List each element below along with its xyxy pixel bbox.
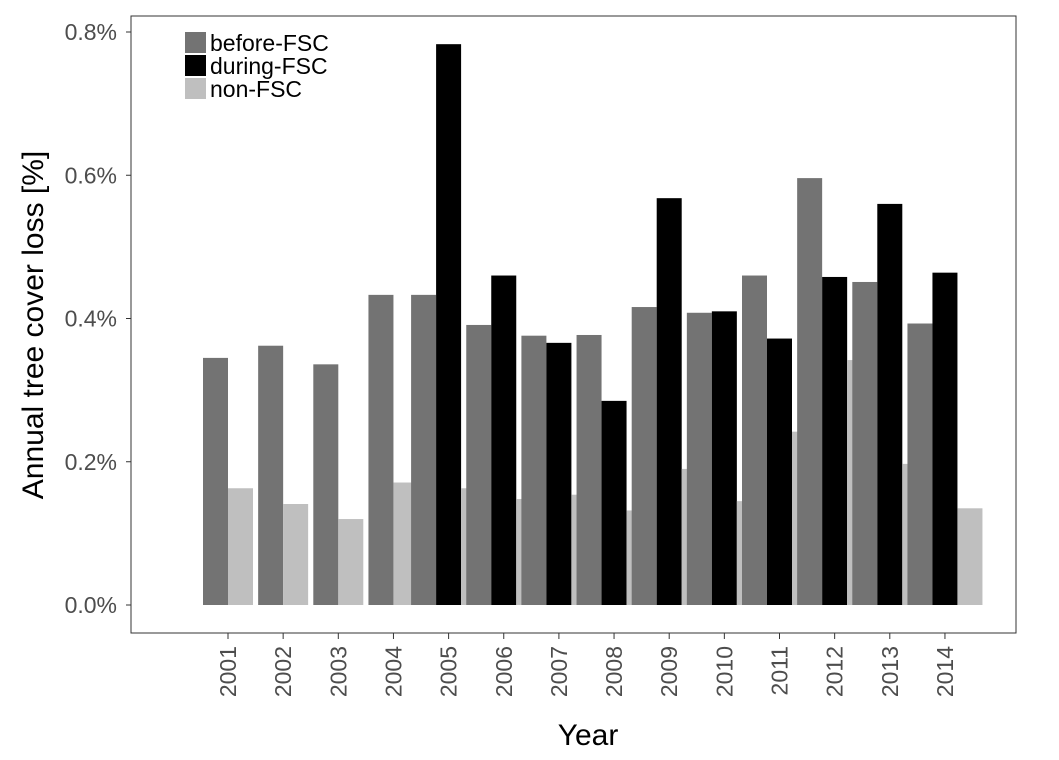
- bar-during-FSC-2008: [601, 400, 627, 605]
- bar-before-FSC-2013: [852, 281, 878, 605]
- x-tick-label: 2012: [822, 646, 848, 697]
- bar-before-FSC-2014: [907, 323, 933, 605]
- bar-before-FSC-2009: [631, 307, 657, 605]
- y-tick-label: 0.8%: [65, 19, 117, 45]
- legend-swatch-non-FSC: [185, 78, 206, 99]
- x-axis: 2001 2002 2003 2004 2005 2006 2007 2008 2009 2010…: [215, 633, 958, 697]
- bar-before-FSC-2003: [313, 364, 339, 605]
- bar-before-FSC-2006: [466, 324, 492, 605]
- bar-during-FSC-2009: [656, 198, 682, 606]
- y-tick-label: 0.0%: [65, 592, 117, 618]
- x-tick-label: 2010: [711, 646, 737, 697]
- bar-before-FSC-2012: [797, 178, 823, 606]
- y-axis: 0.0% 0.2% 0.4% 0.6% 0.8%: [65, 19, 131, 618]
- x-tick-label: 2014: [932, 646, 958, 697]
- x-tick-label: 2004: [380, 646, 406, 697]
- x-axis-title: Year: [558, 719, 619, 752]
- x-tick-label: 2002: [270, 646, 296, 697]
- bar-non-FSC-2002: [283, 504, 309, 605]
- bar-before-FSC-2008: [576, 334, 602, 605]
- bar-non-FSC-2001: [228, 488, 253, 605]
- x-tick-label: 2001: [215, 646, 241, 697]
- x-tick-label: 2008: [601, 646, 627, 697]
- x-tick-label: 2005: [436, 646, 462, 697]
- bar-before-FSC-2005: [411, 294, 437, 605]
- x-tick-label: 2013: [877, 646, 903, 697]
- bar-before-FSC-2007: [521, 335, 547, 605]
- bar-during-FSC-2006: [491, 275, 517, 605]
- x-tick-label: 2006: [491, 646, 517, 697]
- bar-before-FSC-2001: [203, 357, 228, 605]
- bar-non-FSC-2014: [957, 508, 983, 605]
- y-tick-label: 0.2%: [65, 449, 117, 475]
- y-tick-label: 0.6%: [65, 162, 117, 188]
- legend-label-non-FSC: non-FSC: [210, 76, 302, 102]
- legend-swatch-before-FSC: [185, 32, 206, 53]
- bar-before-FSC-2004: [368, 294, 394, 605]
- x-tick-label: 2009: [656, 646, 682, 697]
- legend-swatch-during-FSC: [185, 55, 206, 76]
- bar-during-FSC-2012: [822, 276, 848, 605]
- bar-during-FSC-2007: [546, 342, 572, 605]
- bar-before-FSC-2002: [258, 345, 284, 605]
- bars: [203, 44, 983, 606]
- legend-label-during-FSC: during-FSC: [210, 53, 328, 79]
- bar-during-FSC-2005: [436, 44, 462, 605]
- bar-before-FSC-2010: [686, 312, 712, 605]
- x-tick-label: 2007: [546, 646, 572, 697]
- bar-during-FSC-2011: [767, 338, 792, 605]
- bar-during-FSC-2010: [711, 311, 737, 605]
- bar-during-FSC-2013: [877, 203, 903, 605]
- bar-before-FSC-2011: [742, 275, 767, 605]
- y-tick-label: 0.4%: [65, 306, 117, 332]
- x-tick-label: 2011: [767, 646, 793, 695]
- y-axis-title: Annual tree cover loss [%]: [17, 151, 50, 500]
- bar-during-FSC-2014: [932, 272, 958, 605]
- legend-label-before-FSC: before-FSC: [210, 30, 329, 56]
- bar-non-FSC-2003: [338, 519, 364, 605]
- x-tick-label: 2003: [325, 646, 351, 697]
